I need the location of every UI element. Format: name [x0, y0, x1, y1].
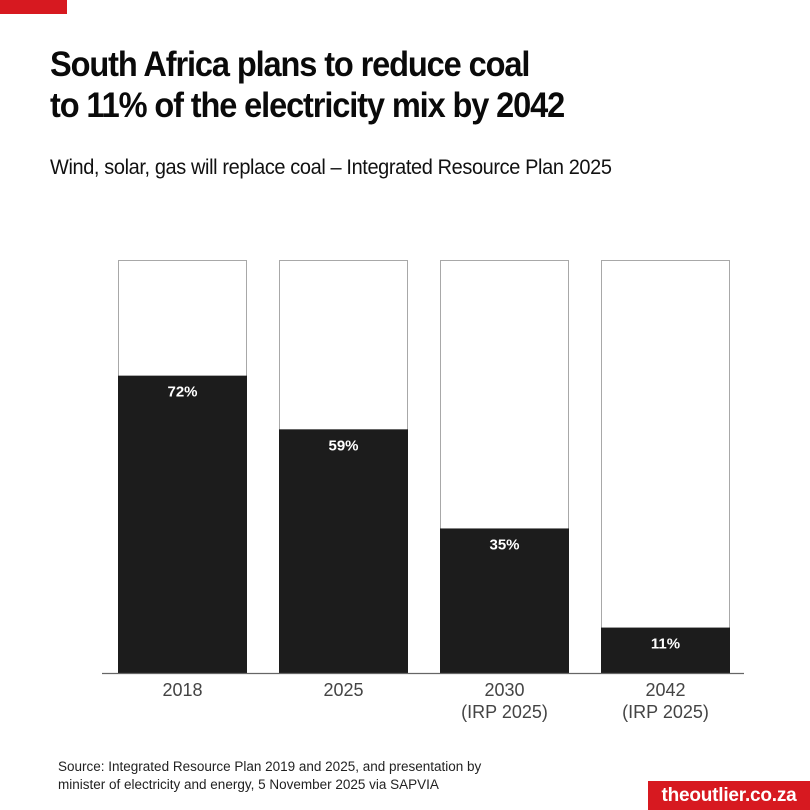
- chart-subtitle: Wind, solar, gas will replace coal – Int…: [50, 156, 612, 179]
- title-line-1: South Africa plans to reduce coal: [50, 45, 530, 84]
- source-line-2: minister of electricity and energy, 5 No…: [58, 777, 439, 792]
- title-line-2: to 11% of the electricity mix by 2042: [50, 86, 565, 125]
- data-label-3: 11%: [651, 636, 680, 653]
- x-tick-label-0-0: 2018: [162, 680, 202, 700]
- source-line-1: Source: Integrated Resource Plan 2019 an…: [58, 759, 482, 774]
- chart-title: South Africa plans to reduce coal to 11%…: [50, 44, 720, 126]
- x-tick-label-2-1: (IRP 2025): [461, 702, 548, 722]
- bar-1: [279, 429, 408, 673]
- data-label-1: 59%: [328, 437, 358, 454]
- x-tick-label-3-1: (IRP 2025): [622, 702, 709, 722]
- accent-bar: [0, 0, 67, 14]
- bar-2: [440, 528, 569, 673]
- source-note: Source: Integrated Resource Plan 2019 an…: [58, 758, 578, 794]
- x-tick-label-2-0: 2030: [484, 680, 524, 700]
- x-tick-label-3-0: 2042: [645, 680, 685, 700]
- data-label-0: 72%: [167, 384, 197, 401]
- data-label-2: 35%: [489, 536, 519, 553]
- x-tick-label-1-0: 2025: [323, 680, 363, 700]
- bar-background-3: [601, 260, 730, 673]
- brand-badge[interactable]: theoutlier.co.za: [648, 781, 810, 810]
- bar-0: [118, 375, 247, 673]
- bar-3: [601, 627, 730, 673]
